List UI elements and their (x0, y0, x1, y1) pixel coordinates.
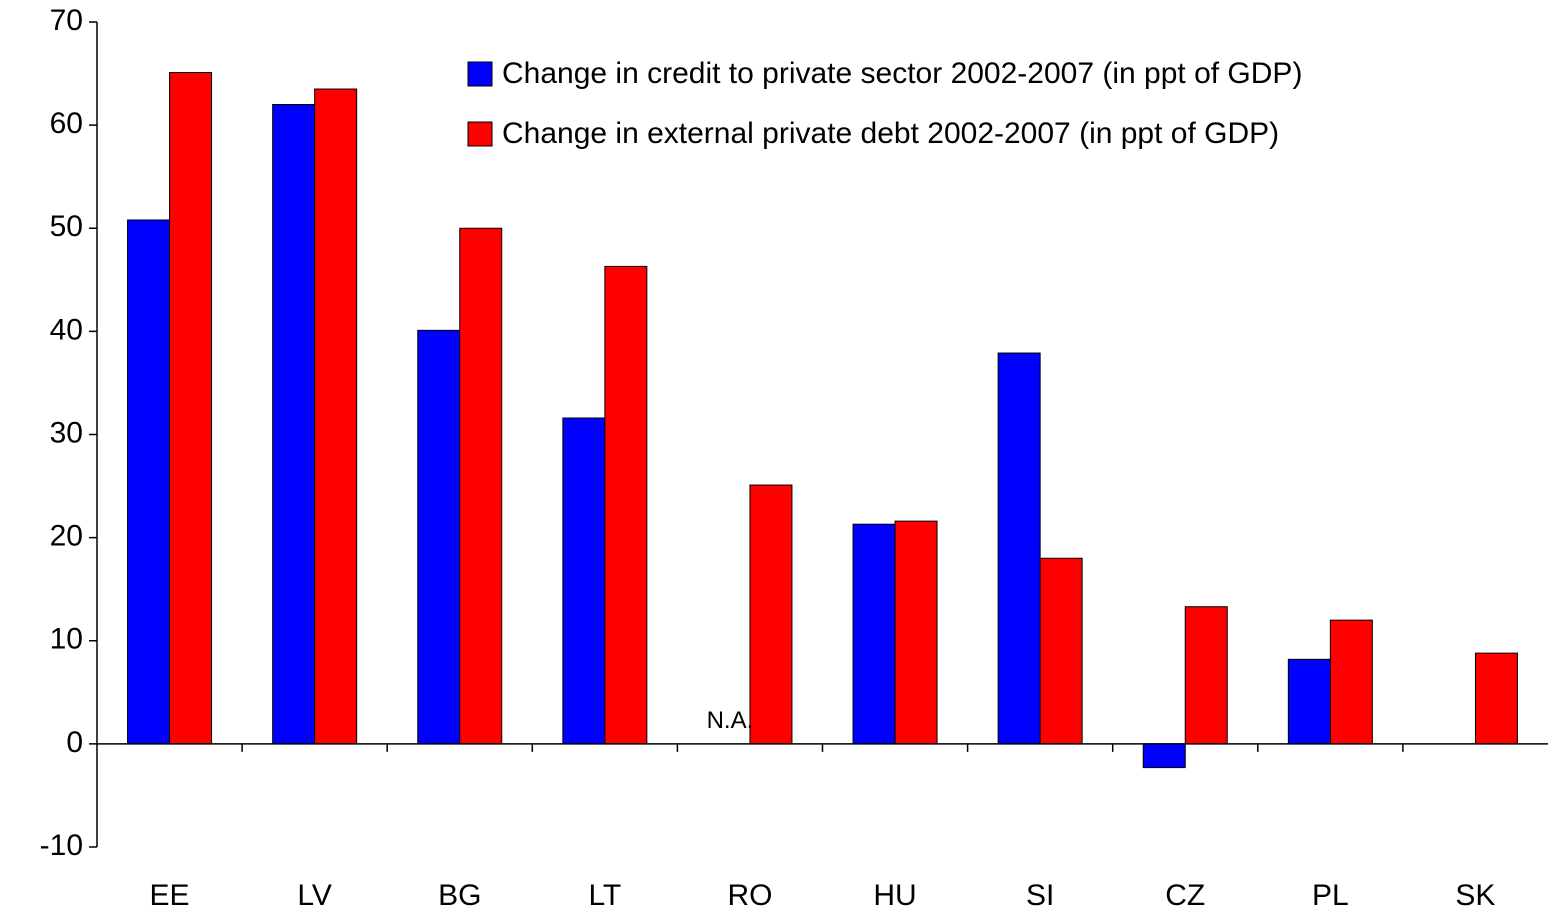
bar (894, 520, 938, 745)
bar (1329, 619, 1373, 745)
x-tick-label: PL (1312, 879, 1349, 912)
bar (1142, 743, 1186, 769)
x-tick-label: CZ (1165, 879, 1205, 912)
bar (997, 352, 1041, 745)
bar (604, 265, 648, 745)
y-tick-label: 10 (50, 623, 83, 656)
bar (1474, 652, 1518, 745)
bar (1039, 557, 1083, 745)
legend-swatch (467, 121, 493, 147)
y-tick-label: 60 (50, 107, 83, 140)
y-tick-label: 50 (50, 210, 83, 243)
bar (459, 227, 503, 745)
y-tick-label: 0 (66, 726, 83, 759)
y-tick-label: 30 (50, 416, 83, 449)
legend-swatch (467, 61, 493, 87)
y-tick-label: -10 (40, 829, 83, 862)
x-tick-label: BG (438, 879, 481, 912)
x-tick-label: EE (150, 879, 190, 912)
y-tick-label: 20 (50, 520, 83, 553)
bar (1184, 606, 1228, 745)
legend-label: Change in external private debt 2002-200… (502, 117, 1279, 150)
bar (1287, 658, 1331, 745)
x-tick-label: LV (297, 879, 331, 912)
bar (127, 219, 171, 745)
bar (314, 88, 358, 745)
x-tick-label: HU (873, 879, 916, 912)
bar (852, 523, 896, 745)
annotation: N.A. (707, 707, 754, 734)
bar (169, 72, 213, 745)
x-tick-label: LT (588, 879, 621, 912)
x-tick-label: SI (1026, 879, 1054, 912)
x-tick-label: SK (1455, 879, 1495, 912)
y-tick-label: 40 (50, 313, 83, 346)
bar (749, 484, 793, 745)
bar (417, 329, 461, 745)
x-tick-label: RO (727, 879, 772, 912)
bar (562, 417, 606, 745)
bar (272, 104, 316, 745)
y-tick-label: 70 (50, 4, 83, 37)
legend-label: Change in credit to private sector 2002-… (502, 57, 1302, 90)
